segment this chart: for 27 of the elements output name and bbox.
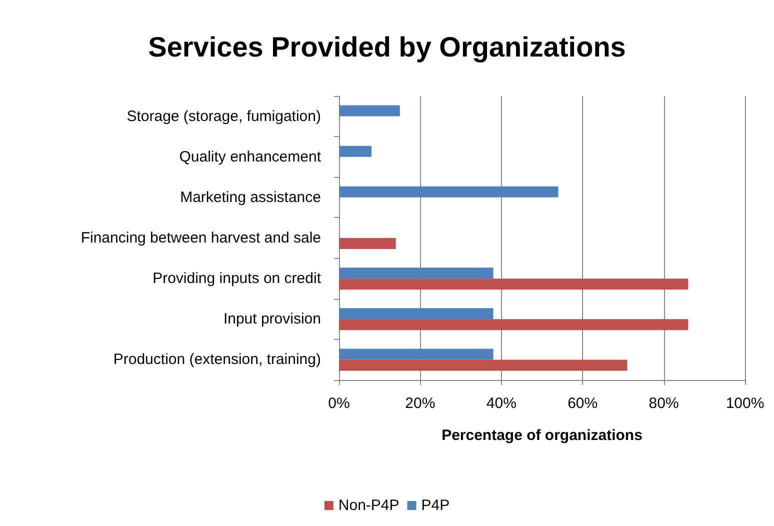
- bar: [339, 268, 494, 279]
- x-tick-label: 40%: [486, 395, 516, 412]
- bar: [339, 319, 688, 330]
- chart-title: Services Provided by Organizations: [148, 32, 626, 62]
- legend-label: Non-P4P: [338, 497, 400, 514]
- bar: [339, 186, 558, 198]
- bar: [339, 105, 400, 116]
- x-tick-label: 60%: [568, 395, 598, 412]
- y-tick-label: Providing inputs on credit: [152, 270, 322, 288]
- legend-label: P4P: [421, 497, 450, 514]
- bar: [339, 146, 372, 157]
- x-axis-title: Percentage of organizations: [442, 427, 642, 444]
- bar: [339, 308, 494, 320]
- bar: [339, 348, 494, 360]
- y-tick-label: Input provision: [223, 310, 321, 328]
- bar: [339, 278, 688, 290]
- y-tick-label: Financing between harvest and sale: [80, 230, 321, 246]
- bar: [339, 360, 628, 371]
- bar: [339, 238, 396, 249]
- y-tick-label: Quality enhancement: [179, 148, 322, 166]
- y-tick-label: Production (extension, training): [113, 351, 321, 368]
- x-tick-label: 80%: [648, 395, 679, 412]
- y-tick-label: Marketing assistance: [180, 188, 321, 206]
- x-tick-label: 0%: [328, 395, 350, 412]
- x-tick-label: 100%: [726, 395, 764, 412]
- y-tick-label: Storage (storage, fumigation): [126, 108, 321, 125]
- x-tick-label: 20%: [405, 395, 436, 412]
